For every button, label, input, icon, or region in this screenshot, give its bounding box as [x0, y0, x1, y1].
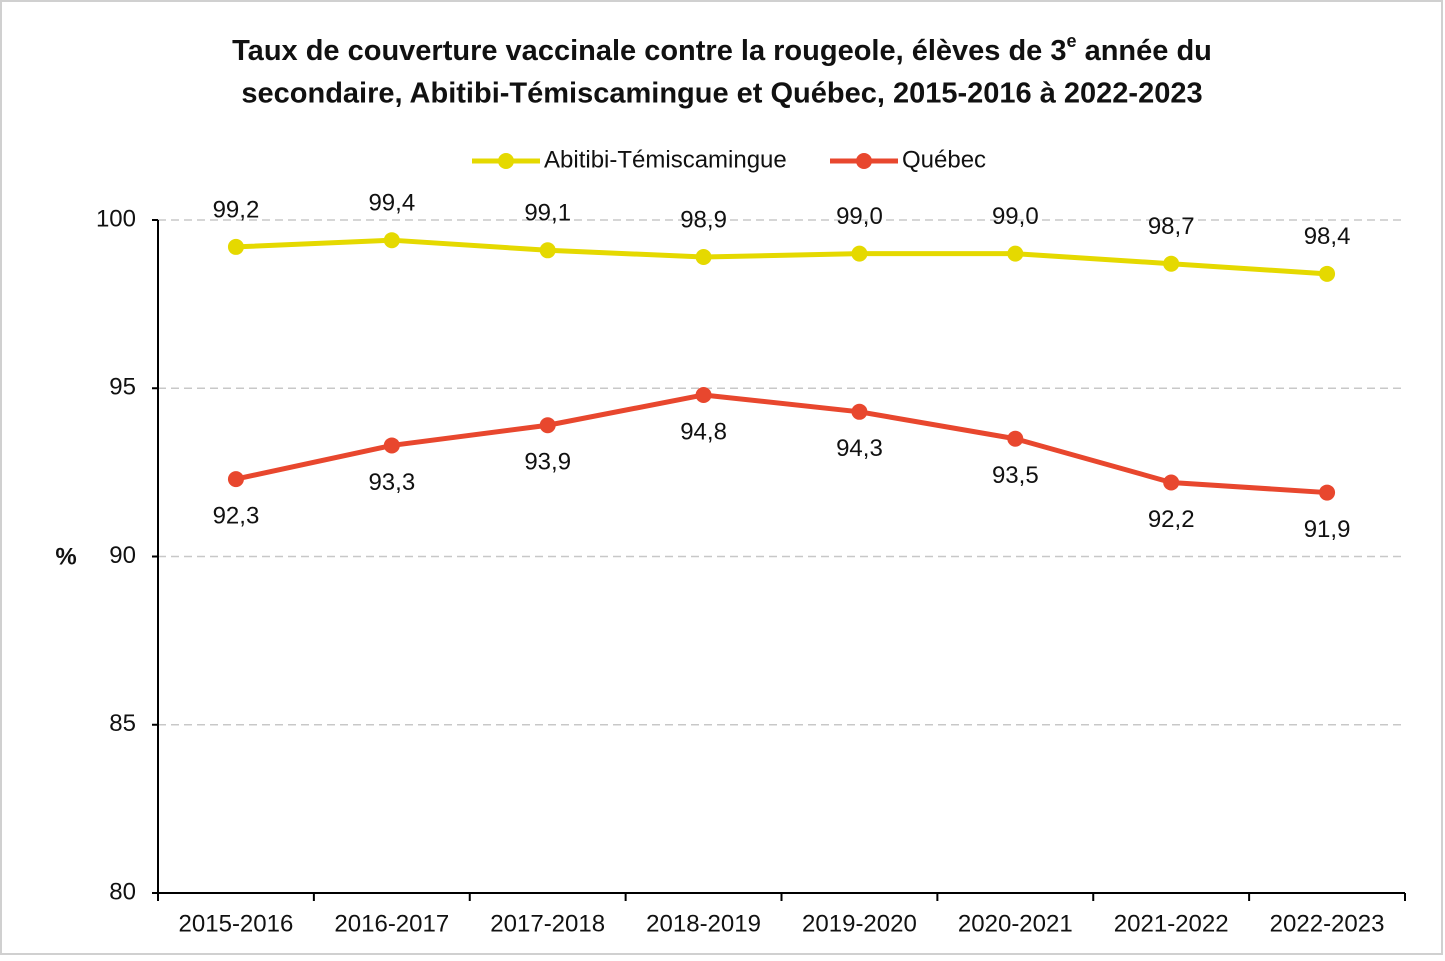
x-tick-label: 2018-2019: [646, 910, 761, 937]
data-label: 93,5: [992, 462, 1039, 489]
x-tick-label: 2015-2016: [179, 910, 294, 937]
data-label: 93,9: [524, 449, 571, 476]
x-tick-label: 2021-2022: [1114, 910, 1229, 937]
x-tick-label: 2019-2020: [802, 910, 917, 937]
data-label: 99,1: [524, 200, 571, 227]
point: [227, 471, 244, 488]
data-label: 92,3: [213, 502, 260, 529]
y-axis-label: %: [55, 543, 76, 570]
legend-marker: [856, 153, 872, 169]
data-label: 98,7: [1148, 213, 1195, 240]
chart-title: Taux de couverture vaccinale contre la r…: [232, 31, 1212, 67]
point: [1007, 245, 1024, 262]
data-label: 99,2: [213, 196, 260, 223]
point: [383, 437, 400, 454]
point: [695, 249, 712, 266]
data-label: 94,3: [836, 435, 883, 462]
data-label: 92,2: [1148, 506, 1195, 533]
data-label: 94,8: [680, 418, 727, 445]
point: [539, 417, 556, 434]
line: [235, 237, 1328, 277]
point: [851, 245, 868, 262]
data-label: 99,0: [992, 203, 1039, 230]
chart-title: secondaire, Abitibi-Témiscamingue et Qué…: [241, 78, 1202, 110]
point: [383, 232, 400, 249]
data-label: 99,4: [368, 190, 415, 217]
title-sup: e: [1067, 31, 1077, 51]
title-part: Taux de couverture vaccinale contre la r…: [232, 35, 1066, 67]
y-tick-label: 80: [109, 878, 136, 905]
point: [1163, 474, 1180, 491]
data-label: 91,9: [1304, 516, 1351, 543]
x-tick-label: 2017-2018: [490, 910, 605, 937]
x-tick-label: 2020-2021: [958, 910, 1073, 937]
y-tick-label: 95: [109, 374, 136, 401]
point: [695, 386, 712, 403]
point: [1163, 255, 1180, 272]
title-part: année du: [1077, 35, 1212, 67]
x-tick-label: 2022-2023: [1270, 910, 1385, 937]
point: [1007, 430, 1024, 447]
y-tick-label: 100: [96, 205, 136, 232]
y-tick-label: 90: [109, 542, 136, 569]
y-tick-label: 85: [109, 710, 136, 737]
x-tick-label: 2016-2017: [334, 910, 449, 937]
point: [227, 238, 244, 255]
data-label: 99,0: [836, 203, 883, 230]
legend-marker: [498, 153, 514, 169]
point: [1319, 484, 1336, 501]
legend-label: Québec: [902, 146, 986, 173]
point: [539, 242, 556, 259]
point: [1319, 265, 1336, 282]
line: [235, 392, 1328, 496]
data-label: 98,9: [680, 206, 727, 233]
point: [851, 403, 868, 420]
data-label: 93,3: [368, 469, 415, 496]
data-label: 98,4: [1304, 223, 1351, 250]
legend-label: Abitibi-Témiscamingue: [544, 146, 787, 173]
